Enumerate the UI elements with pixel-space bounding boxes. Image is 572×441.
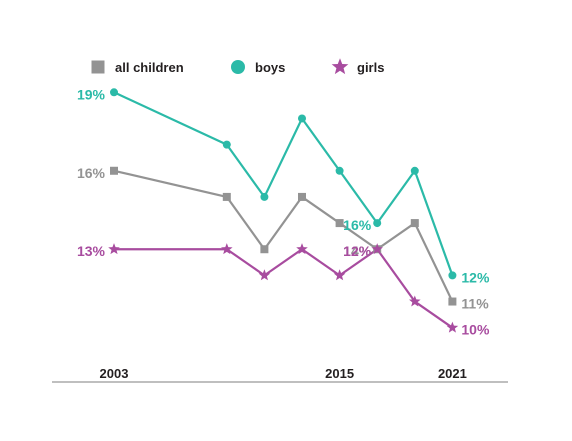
x-tick-label-2021: 2021 — [438, 366, 467, 381]
legend-all-children-square-icon — [91, 60, 105, 74]
x-tick-label-2003: 2003 — [100, 366, 129, 381]
point-boys-7 — [448, 271, 457, 280]
point-all-children-3 — [298, 192, 306, 201]
point-boys-3 — [298, 114, 306, 123]
x-axis-tick-labels: 2003 2015 2021 — [100, 366, 467, 381]
series-markers — [108, 88, 459, 333]
legend-girls-star-icon — [331, 58, 349, 75]
legend: all children boys girls — [91, 58, 384, 75]
data-label-girls-7: 10% — [461, 322, 490, 338]
data-label-all-children-0: 16% — [77, 165, 106, 181]
series-line-girls — [114, 248, 454, 329]
data-label-all-children-7: 11% — [461, 296, 489, 312]
legend-label-girls: girls — [357, 60, 384, 75]
point-girls-6 — [409, 295, 421, 307]
data-label-girls-5: 12% — [343, 243, 372, 259]
data-label-boys-5: 16% — [343, 217, 372, 233]
data-label-boys-7: 12% — [461, 269, 490, 285]
point-all-children-1 — [222, 192, 231, 201]
point-girls-1 — [221, 243, 233, 255]
legend-label-boys: boys — [255, 60, 285, 75]
x-tick-label-2015: 2015 — [325, 366, 354, 381]
point-all-children-2 — [260, 245, 269, 254]
data-label-girls-0: 13% — [77, 243, 106, 259]
point-all-children-6 — [410, 219, 419, 228]
series-lines — [113, 91, 454, 329]
legend-boys-circle-icon — [231, 60, 245, 74]
series-line-boys — [113, 91, 454, 276]
point-boys-1 — [222, 140, 231, 149]
point-boys-0 — [110, 88, 118, 97]
point-boys-5 — [373, 219, 382, 228]
legend-label-all-children: all children — [115, 60, 184, 75]
point-boys-4 — [335, 166, 344, 175]
point-girls-5 — [371, 243, 383, 255]
data-label-boys-0: 19% — [77, 86, 106, 102]
point-girls-0 — [108, 243, 120, 255]
data-labels: 16% 14% 11% 19% 16% 12% 13% 12% 10% — [77, 86, 490, 337]
point-girls-3 — [296, 243, 308, 255]
point-girls-4 — [333, 269, 346, 281]
point-girls-7 — [446, 321, 459, 333]
data-label-all-children-5: 14% — [343, 243, 372, 259]
point-boys-2 — [260, 192, 269, 201]
point-girls-2 — [258, 269, 271, 281]
point-all-children-7 — [448, 297, 457, 306]
point-all-children-0 — [110, 166, 118, 175]
series-line-all-children — [113, 169, 454, 303]
point-boys-6 — [410, 166, 419, 175]
point-all-children-4 — [335, 219, 344, 228]
